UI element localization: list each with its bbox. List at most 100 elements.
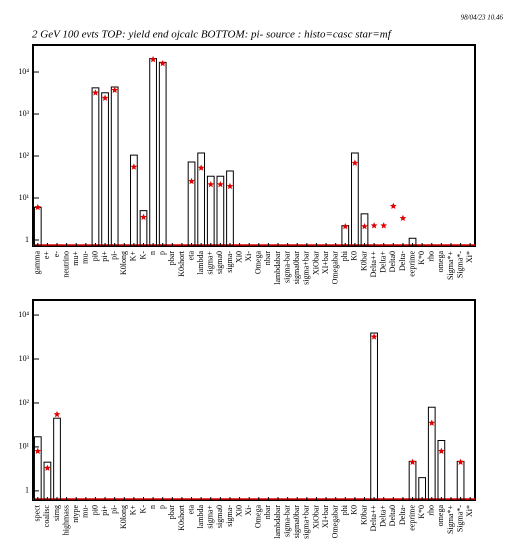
plot-frame: [32, 44, 476, 247]
star-marker: [380, 222, 388, 229]
x-tick-label: lambda: [196, 251, 205, 275]
x-tick-label: pi-: [110, 505, 119, 514]
x-tick-label: sigma0bar: [292, 251, 301, 285]
x-tick-label: sigma0: [215, 505, 224, 528]
x-tick-label: Xi-: [244, 251, 253, 262]
y-tick-label: 10³: [19, 354, 30, 363]
x-tick-label: pbar: [167, 251, 176, 266]
histogram-bar: [206, 175, 215, 247]
histogram-bar: [91, 87, 100, 247]
histogram-bar: [216, 175, 225, 247]
star-marker: [159, 59, 167, 67]
x-tick-label: Omegabar: [331, 251, 340, 285]
x-tick-label: XI+bar: [321, 505, 330, 529]
y-tick-label: 10²: [19, 398, 30, 407]
y-tick-label: 1: [25, 486, 29, 495]
x-tick-label: K0long: [119, 251, 128, 275]
x-tick-label: K0: [350, 505, 359, 515]
x-tick-label: sigma-: [225, 251, 234, 273]
x-tick-label: K-: [138, 505, 147, 514]
x-tick-label: K0short: [177, 250, 186, 277]
star-marker: [207, 180, 215, 188]
x-tick-label: spect: [33, 504, 42, 521]
histogram-bar: [53, 417, 61, 501]
x-tick-label: sigma+bar: [302, 251, 311, 285]
x-tick-label: Delta0: [388, 251, 397, 272]
x-tick-label: sigma+bar: [302, 505, 311, 539]
histogram-bar: [130, 154, 138, 247]
x-tick-label: gamma: [33, 251, 42, 275]
x-tick-label: omega: [436, 251, 445, 273]
y-tick-label: 10²: [19, 151, 30, 160]
x-tick-label: K0long: [119, 505, 128, 529]
x-tick-label: pi0: [90, 251, 99, 261]
star-marker: [217, 180, 224, 188]
x-tick-label: sigma+: [206, 505, 215, 529]
x-tick-label: pi+: [100, 505, 109, 516]
x-tick-label: ntype: [71, 505, 80, 523]
x-tick-label: rho: [427, 251, 436, 262]
star-marker: [399, 214, 407, 222]
x-tick-label: n: [148, 251, 157, 255]
star-marker: [197, 164, 205, 171]
x-tick-label: K+: [129, 505, 138, 516]
histogram-bar: [226, 170, 234, 247]
date: 98/04/23 10.46: [461, 14, 504, 22]
star-marker: [92, 89, 99, 96]
x-tick-label: K0bar: [359, 251, 368, 271]
histogram-bar: [158, 61, 167, 247]
histogram-bar: [197, 152, 206, 247]
x-tick-label: eeprime: [407, 505, 416, 531]
x-tick-label: Delta++: [369, 505, 378, 532]
star-marker: [188, 177, 195, 185]
x-tick-label: Delta-: [398, 505, 407, 525]
chart-title: 2 GeV 100 evts TOP: yield end ojcalc BOT…: [32, 29, 393, 41]
x-tick-label: XiObar: [311, 505, 320, 529]
x-tick-label: Delta0: [388, 505, 397, 526]
x-tick-label: Omega: [254, 505, 263, 529]
star-marker: [409, 458, 416, 465]
x-tick-label: Delta+: [379, 505, 388, 527]
x-tick-label: p: [158, 505, 167, 509]
x-tick-label: Xi-: [244, 505, 253, 516]
x-tick-label: K*0: [417, 505, 426, 519]
x-tick-label: eeprime: [407, 251, 416, 277]
star-marker: [44, 464, 51, 471]
x-tick-label: e-: [52, 251, 61, 258]
x-tick-label: K0: [350, 251, 359, 261]
star-marker: [34, 203, 42, 211]
x-tick-label: p: [158, 251, 167, 255]
x-tick-label: Sigma*-: [455, 251, 464, 278]
x-tick-label: mu-: [81, 251, 90, 264]
x-tick-label: sigma-: [225, 505, 234, 527]
x-tick-label: Xi0: [234, 505, 243, 517]
x-tick-label: Omega: [254, 251, 263, 275]
x-tick-label: Omegabar: [331, 505, 340, 539]
x-tick-label: sigma0: [215, 251, 224, 274]
y-tick-label: 1: [25, 235, 29, 244]
histogram-bar: [33, 436, 42, 501]
star-marker: [140, 213, 147, 220]
x-tick-label: coalisc: [42, 505, 51, 528]
x-tick-label: pbar: [167, 505, 176, 520]
x-tick-label: K-: [138, 251, 147, 260]
y-tick-label: 10¹: [19, 442, 30, 451]
x-tick-label: lambda: [196, 505, 205, 529]
x-tick-label: Sigma*+: [446, 251, 455, 280]
x-tick-label: pi-: [110, 251, 119, 260]
histogram-bar: [408, 237, 417, 247]
x-tick-label: nbar: [263, 505, 272, 520]
x-tick-label: Xi0: [234, 251, 243, 263]
histogram-bar: [341, 225, 350, 247]
x-tick-label: neutrino: [61, 251, 70, 278]
x-tick-label: sirng: [52, 505, 61, 521]
x-tick-label: eta: [186, 505, 195, 515]
histogram-bar: [101, 92, 109, 247]
y-tick-label: 10¹: [19, 193, 30, 202]
x-tick-label: phi: [340, 504, 349, 515]
star-marker: [149, 55, 157, 63]
x-tick-label: phi: [340, 250, 349, 261]
star-marker: [101, 94, 109, 101]
star-marker: [34, 447, 42, 455]
